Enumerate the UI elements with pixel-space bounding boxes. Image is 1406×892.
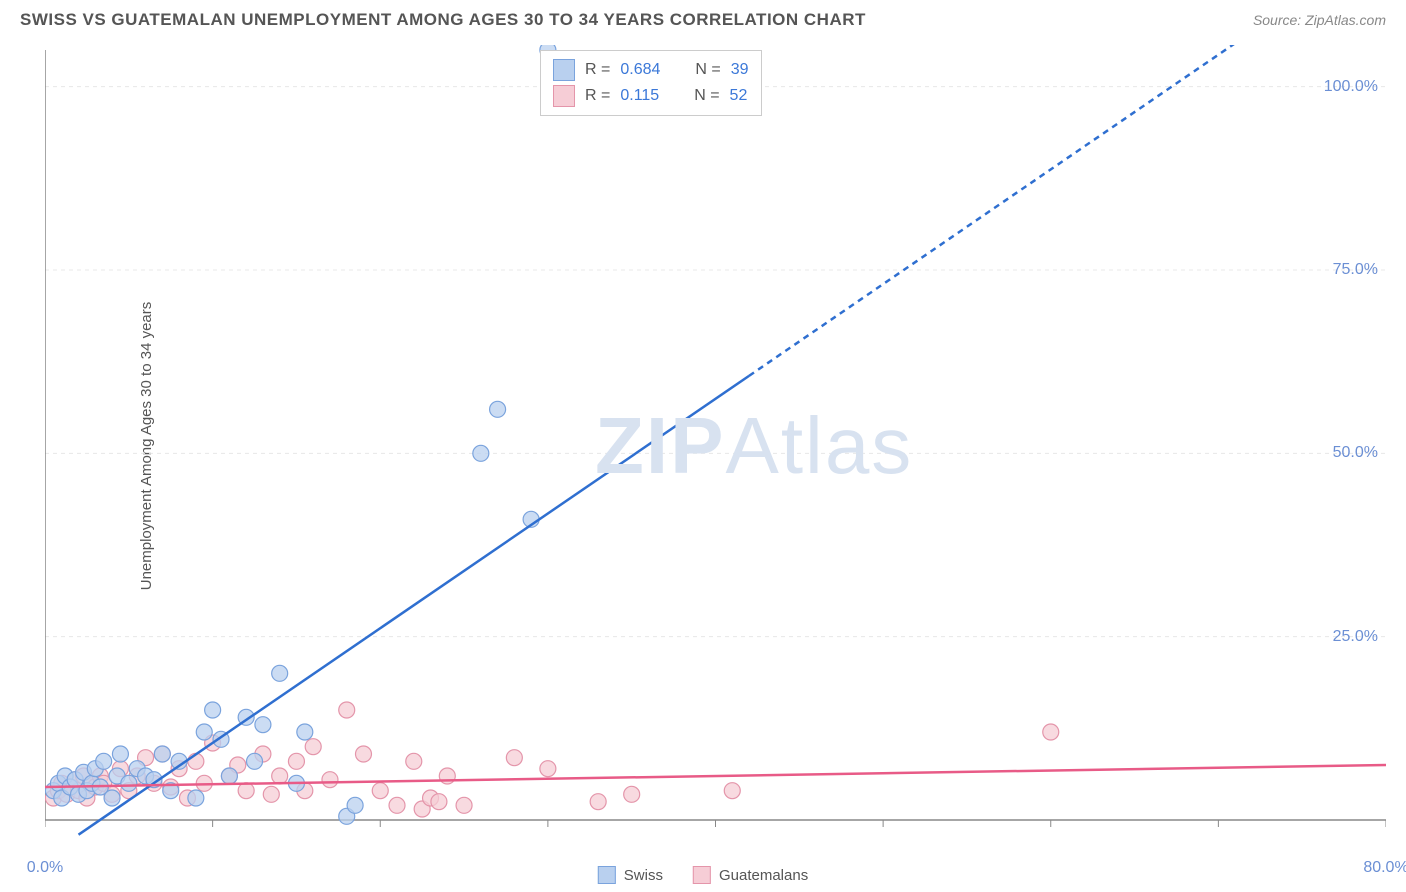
trend-line-dashed — [749, 45, 1386, 376]
data-point — [121, 775, 137, 791]
stats-row: R = 0.115 N = 52 — [553, 83, 749, 109]
x-tick-label: 80.0% — [1363, 859, 1406, 877]
stat-n-value: 39 — [731, 61, 749, 79]
data-point — [272, 768, 288, 784]
data-point — [154, 746, 170, 762]
chart-area: ZIPAtlas R =0.684N =39R =0.115N =52 25.0… — [45, 45, 1386, 847]
legend-swatch-icon — [693, 866, 711, 884]
data-point — [96, 753, 112, 769]
data-point — [624, 786, 640, 802]
series-legend: Swiss Guatemalans — [598, 866, 808, 884]
data-point — [255, 717, 271, 733]
data-point — [540, 761, 556, 777]
y-tick-label: 75.0% — [1333, 261, 1378, 279]
legend-item: Guatemalans — [693, 866, 808, 884]
data-point — [322, 772, 338, 788]
legend-label: Swiss — [624, 867, 663, 884]
stat-n-value: 52 — [730, 87, 748, 105]
legend-swatch-icon — [553, 85, 575, 107]
data-point — [205, 702, 221, 718]
legend-item: Swiss — [598, 866, 663, 884]
trend-line — [45, 765, 1386, 787]
stat-r-label: R = — [585, 61, 610, 79]
stat-r-value: 0.684 — [620, 61, 660, 79]
data-point — [112, 746, 128, 762]
legend-swatch-icon — [598, 866, 616, 884]
data-point — [263, 786, 279, 802]
data-point — [456, 797, 472, 813]
data-point — [506, 750, 522, 766]
data-point — [355, 746, 371, 762]
data-point — [590, 794, 606, 810]
data-point — [473, 445, 489, 461]
data-point — [431, 794, 447, 810]
data-point — [305, 739, 321, 755]
data-point — [406, 753, 422, 769]
data-point — [188, 790, 204, 806]
x-tick-label: 0.0% — [27, 859, 63, 877]
data-point — [372, 783, 388, 799]
data-point — [1043, 724, 1059, 740]
stat-r-label: R = — [585, 87, 610, 105]
data-point — [339, 702, 355, 718]
data-point — [297, 724, 313, 740]
stat-r-value: 0.115 — [620, 87, 659, 105]
stat-n-label: N = — [695, 61, 720, 79]
chart-header: SWISS VS GUATEMALAN UNEMPLOYMENT AMONG A… — [0, 0, 1406, 35]
data-point — [389, 797, 405, 813]
chart-title: SWISS VS GUATEMALAN UNEMPLOYMENT AMONG A… — [20, 10, 866, 30]
data-point — [221, 768, 237, 784]
scatter-plot — [45, 45, 1386, 847]
data-point — [724, 783, 740, 799]
data-point — [490, 401, 506, 417]
y-tick-label: 50.0% — [1333, 444, 1378, 462]
y-tick-label: 100.0% — [1324, 78, 1378, 96]
data-point — [196, 724, 212, 740]
stats-legend-box: R = 0.684 N = 39 R = 0.115 N = 52 — [540, 50, 762, 116]
data-point — [272, 665, 288, 681]
legend-swatch-icon — [553, 59, 575, 81]
data-point — [247, 753, 263, 769]
source-credit: Source: ZipAtlas.com — [1253, 12, 1386, 28]
data-point — [347, 797, 363, 813]
stat-n-label: N = — [694, 87, 719, 105]
y-tick-label: 25.0% — [1333, 628, 1378, 646]
stats-row: R = 0.684 N = 39 — [553, 57, 749, 83]
data-point — [288, 753, 304, 769]
legend-label: Guatemalans — [719, 867, 808, 884]
data-point — [238, 783, 254, 799]
data-point — [104, 790, 120, 806]
